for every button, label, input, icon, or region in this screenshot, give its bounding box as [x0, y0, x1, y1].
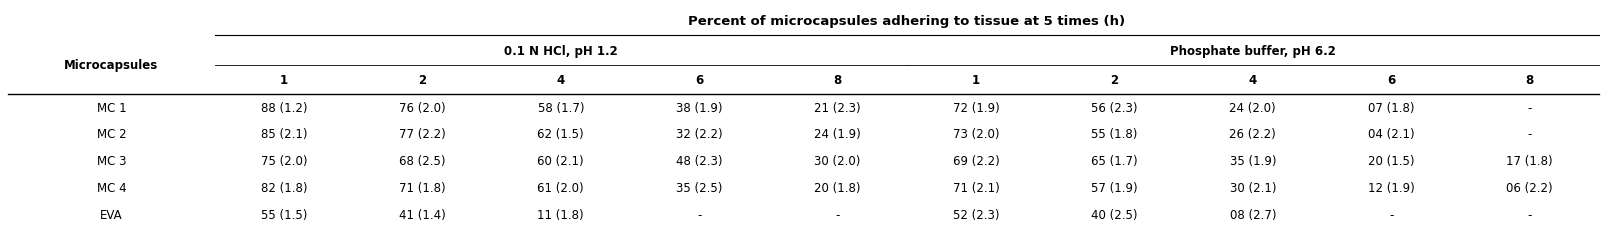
Text: 40 (2.5): 40 (2.5) [1091, 208, 1137, 221]
Text: 62 (1.5): 62 (1.5) [537, 128, 585, 141]
Text: MC 1: MC 1 [96, 101, 127, 114]
Text: 69 (2.2): 69 (2.2) [953, 155, 1000, 168]
Text: 60 (2.1): 60 (2.1) [537, 155, 585, 168]
Text: 88 (1.2): 88 (1.2) [261, 101, 308, 114]
Text: 0.1 N HCl, pH 1.2: 0.1 N HCl, pH 1.2 [505, 44, 618, 58]
Text: 73 (2.0): 73 (2.0) [953, 128, 1000, 141]
Text: 6: 6 [695, 74, 703, 86]
Text: Percent of microcapsules adhering to tissue at 5 times (h): Percent of microcapsules adhering to tis… [689, 15, 1125, 28]
Text: -: - [697, 208, 702, 221]
Text: 57 (1.9): 57 (1.9) [1091, 181, 1137, 195]
Text: 24 (1.9): 24 (1.9) [814, 128, 860, 141]
Text: -: - [1527, 101, 1532, 114]
Text: 65 (1.7): 65 (1.7) [1091, 155, 1137, 168]
Text: 21 (2.3): 21 (2.3) [814, 101, 860, 114]
Text: 32 (2.2): 32 (2.2) [676, 128, 723, 141]
Text: MC 2: MC 2 [96, 128, 127, 141]
Text: 17 (1.8): 17 (1.8) [1506, 155, 1552, 168]
Text: 12 (1.9): 12 (1.9) [1368, 181, 1415, 195]
Text: 38 (1.9): 38 (1.9) [676, 101, 723, 114]
Text: -: - [1389, 208, 1394, 221]
Text: 55 (1.8): 55 (1.8) [1091, 128, 1137, 141]
Text: 2: 2 [1110, 74, 1118, 86]
Text: 55 (1.5): 55 (1.5) [261, 208, 308, 221]
Text: 04 (2.1): 04 (2.1) [1368, 128, 1415, 141]
Text: 76 (2.0): 76 (2.0) [399, 101, 445, 114]
Text: EVA: EVA [99, 208, 123, 221]
Text: 41 (1.4): 41 (1.4) [399, 208, 445, 221]
Text: 35 (2.5): 35 (2.5) [676, 181, 723, 195]
Text: 58 (1.7): 58 (1.7) [538, 101, 585, 114]
Text: 4: 4 [1248, 74, 1258, 86]
Text: 30 (2.0): 30 (2.0) [814, 155, 860, 168]
Text: 56 (2.3): 56 (2.3) [1091, 101, 1137, 114]
Text: 20 (1.8): 20 (1.8) [814, 181, 860, 195]
Text: 26 (2.2): 26 (2.2) [1229, 128, 1277, 141]
Text: 11 (1.8): 11 (1.8) [537, 208, 585, 221]
Text: 48 (2.3): 48 (2.3) [676, 155, 723, 168]
Text: 1: 1 [972, 74, 980, 86]
Text: -: - [1527, 208, 1532, 221]
Text: 07 (1.8): 07 (1.8) [1368, 101, 1415, 114]
Text: 08 (2.7): 08 (2.7) [1229, 208, 1277, 221]
Text: 20 (1.5): 20 (1.5) [1368, 155, 1415, 168]
Text: 82 (1.8): 82 (1.8) [261, 181, 308, 195]
Text: 71 (2.1): 71 (2.1) [953, 181, 1000, 195]
Text: Phosphate buffer, pH 6.2: Phosphate buffer, pH 6.2 [1169, 44, 1336, 58]
Text: 8: 8 [833, 74, 841, 86]
Text: 77 (2.2): 77 (2.2) [399, 128, 445, 141]
Text: 1: 1 [280, 74, 288, 86]
Text: 71 (1.8): 71 (1.8) [399, 181, 445, 195]
Text: 2: 2 [418, 74, 426, 86]
Text: -: - [1527, 128, 1532, 141]
Text: MC 3: MC 3 [96, 155, 127, 168]
Text: -: - [835, 208, 839, 221]
Text: 72 (1.9): 72 (1.9) [953, 101, 1000, 114]
Text: 68 (2.5): 68 (2.5) [399, 155, 445, 168]
Text: 06 (2.2): 06 (2.2) [1506, 181, 1552, 195]
Text: 61 (2.0): 61 (2.0) [537, 181, 585, 195]
Text: 4: 4 [556, 74, 566, 86]
Text: 8: 8 [1525, 74, 1533, 86]
Text: 6: 6 [1387, 74, 1395, 86]
Text: MC 4: MC 4 [96, 181, 127, 195]
Text: 85 (2.1): 85 (2.1) [261, 128, 308, 141]
Text: 75 (2.0): 75 (2.0) [261, 155, 308, 168]
Text: Microcapsules: Microcapsules [64, 59, 159, 72]
Text: 52 (2.3): 52 (2.3) [953, 208, 1000, 221]
Text: 24 (2.0): 24 (2.0) [1229, 101, 1277, 114]
Text: 35 (1.9): 35 (1.9) [1229, 155, 1277, 168]
Text: 30 (2.1): 30 (2.1) [1229, 181, 1277, 195]
